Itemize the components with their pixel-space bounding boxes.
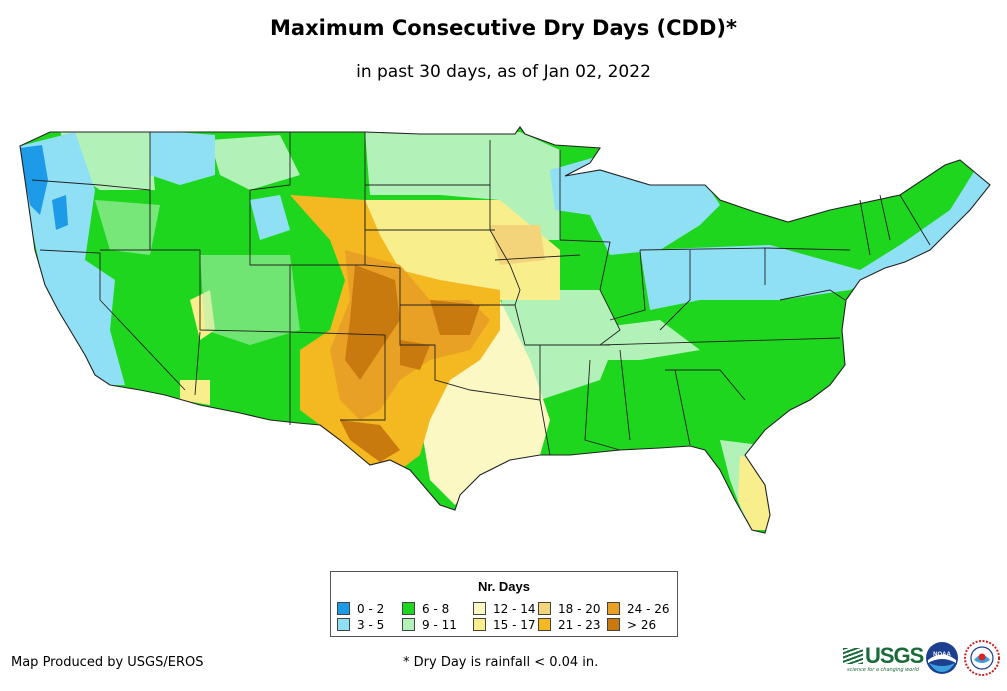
legend-swatch xyxy=(337,618,350,631)
legend-label: 21 - 23 xyxy=(558,618,601,632)
legend-item: 9 - 11 xyxy=(402,618,457,632)
legend-item: 3 - 5 xyxy=(337,618,384,632)
legend-label: 3 - 5 xyxy=(357,618,385,632)
noaa-logo: NOAA xyxy=(926,642,958,674)
legend-swatch xyxy=(402,618,415,631)
legend-label: 0 - 2 xyxy=(357,602,385,616)
legend-item: 12 - 14 xyxy=(473,602,536,616)
usgs-tagline: science for a changing world xyxy=(847,667,919,673)
legend-item: > 26 xyxy=(607,618,656,632)
usgs-wordmark: USGS xyxy=(865,643,924,668)
legend-swatch xyxy=(337,602,350,615)
legend-item: 18 - 20 xyxy=(538,602,601,616)
nws-logo xyxy=(964,640,1000,676)
legend-swatch xyxy=(607,602,620,615)
legend: Nr. Days 0 - 2 3 - 5 6 - 8 9 - 11 12 - 14 15 … xyxy=(330,571,678,637)
noaa-wordmark: NOAA xyxy=(933,652,951,658)
cdd-map xyxy=(19,126,991,534)
legend-swatch xyxy=(538,602,551,615)
legend-swatch xyxy=(538,618,551,631)
legend-label: 24 - 26 xyxy=(627,602,670,616)
legend-swatch xyxy=(473,618,486,631)
legend-label: 15 - 17 xyxy=(493,618,536,632)
usgs-logo: USGS xyxy=(843,643,924,669)
legend-label: > 26 xyxy=(627,618,657,632)
legend-item: 15 - 17 xyxy=(473,618,536,632)
legend-label: 12 - 14 xyxy=(493,602,536,616)
legend-swatch xyxy=(402,602,415,615)
cdd-regions xyxy=(20,127,990,533)
legend-label: 18 - 20 xyxy=(558,602,601,616)
legend-swatch xyxy=(473,602,486,615)
dry-day-footnote: * Dry Day is rainfall < 0.04 in. xyxy=(403,655,599,670)
legend-title: Nr. Days xyxy=(477,579,531,594)
legend-swatch xyxy=(607,618,620,631)
logo-group: USGS science for a changing world NOAA xyxy=(843,640,1005,678)
legend-item: 24 - 26 xyxy=(607,602,670,616)
legend-item: 6 - 8 xyxy=(402,602,449,616)
legend-label: 9 - 11 xyxy=(422,618,457,632)
usgs-wave-icon xyxy=(843,648,863,664)
legend-item: 21 - 23 xyxy=(538,618,601,632)
legend-label: 6 - 8 xyxy=(422,602,450,616)
map-subtitle: in past 30 days, as of Jan 02, 2022 xyxy=(356,62,651,82)
map-title: Maximum Consecutive Dry Days (CDD)* xyxy=(270,16,737,40)
legend-item: 0 - 2 xyxy=(337,602,384,616)
map-credit: Map Produced by USGS/EROS xyxy=(11,655,204,670)
state-boundaries xyxy=(19,126,991,534)
